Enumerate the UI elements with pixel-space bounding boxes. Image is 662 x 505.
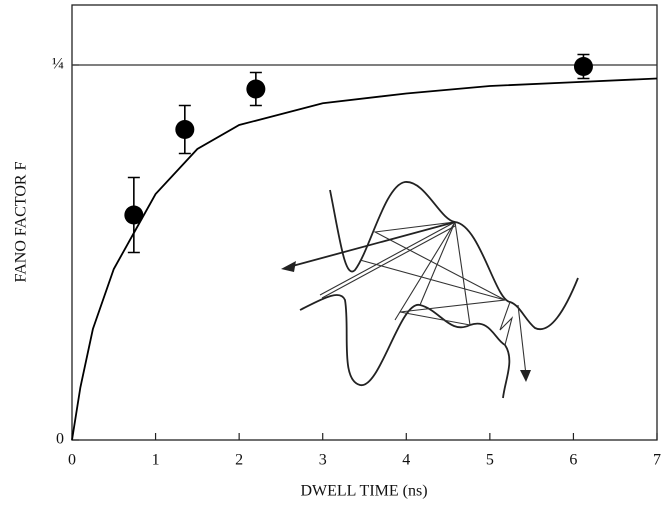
data-point	[175, 120, 195, 139]
x-tick-label: 4	[402, 452, 410, 469]
x-axis-label: DWELL TIME (ns)	[300, 483, 427, 500]
data-point	[573, 57, 593, 76]
x-tick-label: 6	[569, 452, 577, 469]
data-point	[124, 205, 144, 225]
y-tick-label: ¼	[52, 56, 64, 73]
x-tick-label: 1	[152, 452, 160, 469]
x-tick-label: 7	[653, 452, 661, 469]
x-tick-label: 0	[68, 452, 76, 469]
theory-curve	[71, 77, 658, 441]
y-tick-label: 0	[56, 431, 64, 448]
y-axis-label: FANO FACTOR F	[13, 161, 30, 282]
x-tick-label: 5	[486, 452, 494, 469]
x-tick-label: 3	[319, 452, 327, 469]
plot-frame	[71, 4, 658, 441]
x-tick-label: 2	[235, 452, 243, 469]
inset-diagram	[281, 181, 579, 399]
data-point	[246, 79, 266, 99]
